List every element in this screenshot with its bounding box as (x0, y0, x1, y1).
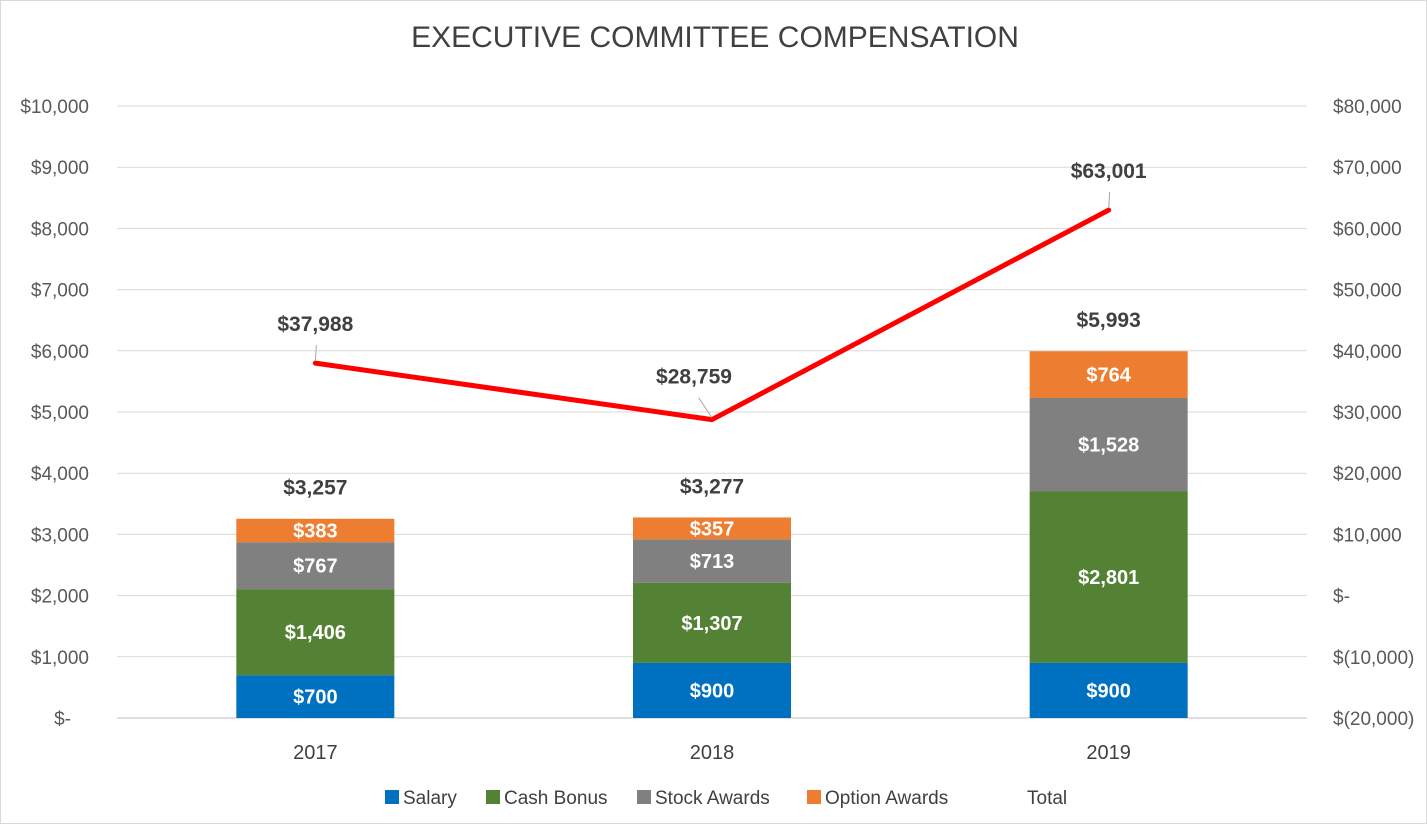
legend-item-label: Option Awards (825, 788, 948, 809)
bar-segment-label: $700 (293, 687, 338, 709)
bar-segment-label: $767 (293, 556, 338, 578)
legend-swatch-cash-bonus (486, 790, 500, 804)
bar-segment-salary (1029, 662, 1188, 718)
primary-tick-label: $5,000 (31, 403, 89, 424)
category-axis: 2017 2018 2019 (293, 742, 1131, 764)
bar-segment-option-awards (1029, 351, 1188, 398)
bar-segment-cash-bonus (633, 582, 791, 663)
secondary-axis-ticks: $(20,000) $(10,000) $- $10,000 $20,000 $30,00… (1333, 97, 1414, 730)
total-line: $37,988 $28,759 $63,001 (277, 160, 1147, 423)
bar-total-label: $3,257 (283, 477, 347, 500)
stacked-bars: $700 $1,406 $767 $383 $3,257 $900 $1,307 $713 $3… (236, 309, 1188, 718)
bar-segment-cash-bonus (236, 589, 395, 676)
bar-segment-label: $764 (1086, 365, 1131, 387)
secondary-tick-label: $60,000 (1333, 219, 1402, 240)
total-line-label: $63,001 (1071, 160, 1147, 183)
legend-item-label: Total (1027, 788, 1067, 809)
primary-tick-label: $7,000 (31, 281, 89, 302)
total-line-label: $28,759 (656, 366, 732, 389)
total-leader-line (1108, 192, 1111, 209)
bar-segment-label: $1,528 (1078, 435, 1139, 457)
category-label: 2019 (1086, 742, 1131, 764)
secondary-tick-label: $- (1333, 587, 1350, 608)
bar-segment-label: $900 (1086, 680, 1131, 702)
bar-segment-label: $1,307 (681, 613, 742, 635)
bar-segment-label: $713 (690, 551, 735, 573)
primary-tick-label: $6,000 (31, 342, 89, 363)
primary-tick-label: $2,000 (31, 587, 89, 608)
primary-tick-label: $- (54, 709, 71, 730)
primary-tick-label: $4,000 (31, 464, 89, 485)
chart-title: EXECUTIVE COMMITTEE COMPENSATION (411, 21, 1019, 54)
bar-segment-salary (236, 675, 395, 718)
bar-segment-option-awards (236, 518, 395, 543)
primary-axis-ticks: $- $1,000 $2,000 $3,000 $4,000 $5,000 $6,000 $7… (20, 97, 89, 730)
bar-segment-cash-bonus (1029, 491, 1188, 663)
bar-segment-salary (633, 662, 791, 718)
legend-item-label: Cash Bonus (504, 788, 608, 809)
secondary-tick-label: $20,000 (1333, 464, 1402, 485)
secondary-tick-label: $(10,000) (1333, 648, 1414, 669)
primary-tick-label: $10,000 (20, 97, 89, 118)
bar-segment-label: $357 (690, 518, 735, 540)
secondary-tick-label: $(20,000) (1333, 709, 1414, 730)
bar-segment-label: $900 (690, 680, 735, 702)
bar-segment-label: $2,801 (1078, 567, 1139, 589)
bar-segment-option-awards (633, 517, 791, 540)
total-line-label: $37,988 (277, 313, 353, 336)
legend-swatch-option-awards (807, 790, 821, 804)
total-leader-line (698, 397, 713, 418)
secondary-tick-label: $40,000 (1333, 342, 1402, 363)
primary-tick-label: $3,000 (31, 525, 89, 546)
primary-tick-label: $1,000 (31, 648, 89, 669)
legend-item-label: Stock Awards (655, 788, 770, 809)
legend-swatch-stock-awards (637, 790, 651, 804)
category-label: 2017 (293, 742, 338, 764)
primary-tick-label: $9,000 (31, 158, 89, 179)
category-label: 2018 (690, 742, 735, 764)
bar-segment-label: $383 (293, 520, 338, 542)
bar-segment-stock-awards (236, 542, 395, 590)
bar-total-label: $5,993 (1077, 309, 1141, 332)
bar-segment-label: $1,406 (285, 622, 346, 644)
bar-segment-stock-awards (633, 539, 791, 583)
secondary-tick-label: $70,000 (1333, 158, 1402, 179)
legend-item-label: Salary (403, 788, 457, 809)
secondary-tick-label: $50,000 (1333, 281, 1402, 302)
secondary-tick-label: $30,000 (1333, 403, 1402, 424)
total-leader-line (314, 345, 317, 362)
legend-swatch-salary (385, 790, 399, 804)
secondary-tick-label: $80,000 (1333, 97, 1402, 118)
bar-segment-stock-awards (1029, 397, 1188, 492)
primary-tick-label: $8,000 (31, 219, 89, 240)
bar-total-label: $3,277 (680, 475, 744, 498)
total-line-path (312, 207, 1112, 423)
legend: Salary Cash Bonus Stock Awards Option Award… (385, 788, 1067, 809)
secondary-tick-label: $10,000 (1333, 525, 1402, 546)
